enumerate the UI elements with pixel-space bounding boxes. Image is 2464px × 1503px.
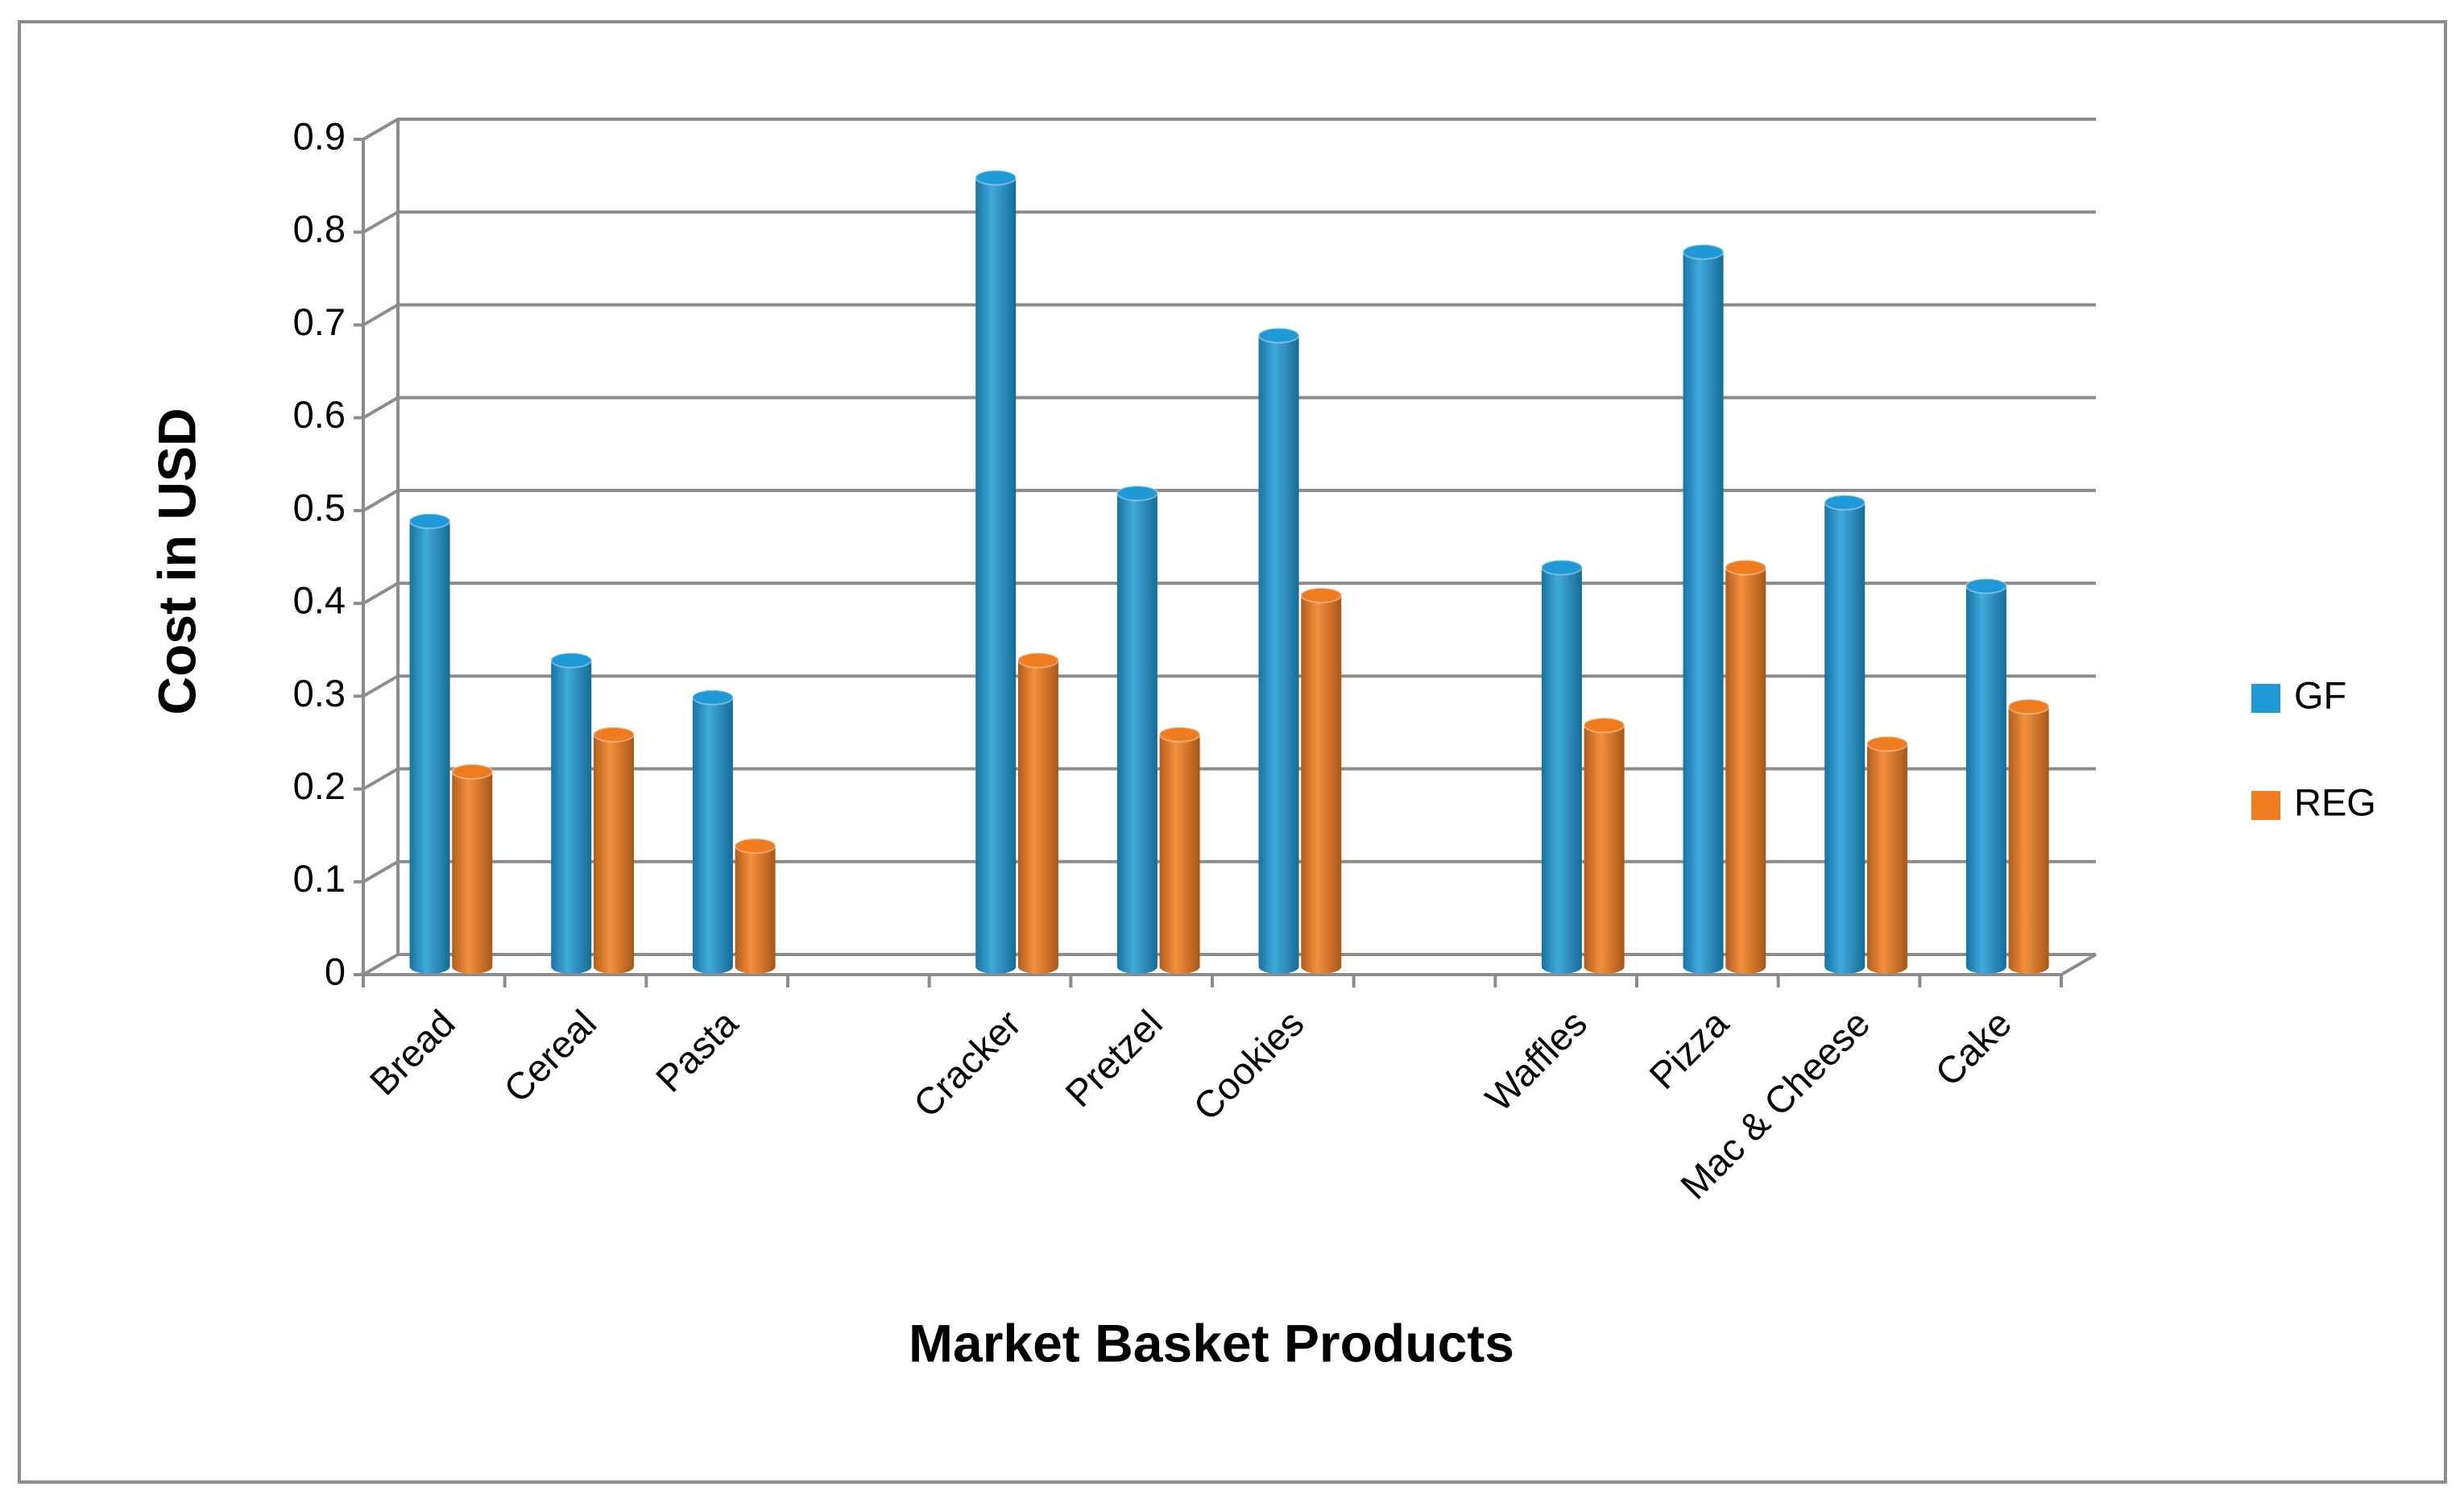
- y-tick-label: 0.9: [293, 114, 346, 157]
- bar: [1824, 495, 1866, 974]
- bar: [1866, 736, 1907, 974]
- legend-label: REG: [2294, 780, 2376, 823]
- y-tick-label: 0.4: [293, 579, 346, 622]
- grid-line: [362, 303, 2096, 327]
- bar-top: [691, 689, 734, 706]
- bar-top: [975, 169, 1017, 186]
- y-tick-label: 0.5: [293, 486, 346, 528]
- x-axis-label: Market Basket Products: [909, 1313, 1514, 1373]
- y-tick-label: 0.3: [293, 672, 346, 714]
- bar-top: [1583, 717, 1625, 734]
- bar: [593, 727, 634, 974]
- bar: [692, 689, 733, 974]
- bar-top: [408, 512, 451, 529]
- bar-top: [1540, 559, 1583, 576]
- grid-line: [362, 488, 2096, 512]
- y-axis-label: Cost in USD: [147, 408, 206, 714]
- y-tick-label: 0: [325, 950, 346, 992]
- grid-line: [362, 953, 2096, 976]
- bar: [1301, 588, 1342, 974]
- bar-top: [1682, 243, 1725, 260]
- bar: [1965, 578, 2006, 974]
- grid-line: [362, 674, 2096, 698]
- bar: [1683, 244, 1724, 974]
- bar: [1017, 652, 1058, 974]
- y-tick-label: 0.6: [293, 393, 346, 436]
- bar-top: [1017, 652, 1059, 669]
- y-tick-label: 0.8: [293, 208, 346, 250]
- legend-label: GF: [2294, 673, 2346, 716]
- bar-top: [451, 764, 494, 780]
- y-tick-label: 0.1: [293, 857, 346, 900]
- bar: [1159, 727, 1200, 974]
- bar-top: [1965, 578, 2007, 594]
- y-tick-label: 0.7: [293, 300, 346, 343]
- bar: [1116, 486, 1157, 974]
- legend-swatch: [2251, 684, 2280, 713]
- bar-top: [592, 726, 635, 743]
- y-tick-label: 0.2: [293, 764, 346, 807]
- bar: [452, 764, 493, 974]
- bar: [975, 170, 1017, 975]
- bar: [409, 513, 450, 974]
- legend-swatch: [2251, 791, 2280, 820]
- bar-top: [734, 838, 776, 855]
- grid-line: [362, 118, 2096, 141]
- bar-top: [1866, 735, 1908, 752]
- bar: [1258, 328, 1299, 974]
- grid-line: [362, 582, 2096, 605]
- bar: [1725, 560, 1766, 974]
- bar: [551, 652, 592, 974]
- grid-line: [362, 859, 2096, 884]
- bar-top: [1824, 494, 1866, 511]
- floor-edge: [2060, 953, 2098, 976]
- bar: [1541, 560, 1582, 974]
- bar-top: [2007, 698, 2050, 715]
- bar: [2008, 699, 2049, 974]
- grid-line: [362, 767, 2096, 791]
- chart-border: [18, 20, 2447, 1484]
- bar-top: [1725, 559, 1767, 576]
- grid-line: [362, 395, 2096, 420]
- bar-top: [1116, 485, 1158, 502]
- bar: [1584, 718, 1625, 974]
- bar: [735, 838, 776, 974]
- bar-top: [1158, 726, 1201, 743]
- bar-top: [1257, 327, 1300, 344]
- bar-top: [550, 652, 593, 669]
- grid-line: [362, 210, 2096, 234]
- bar-top: [1300, 587, 1343, 604]
